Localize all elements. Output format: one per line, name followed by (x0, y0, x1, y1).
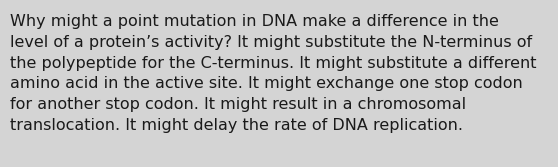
Text: Why might a point mutation in DNA make a difference in the
level of a protein’s : Why might a point mutation in DNA make a… (10, 14, 536, 133)
